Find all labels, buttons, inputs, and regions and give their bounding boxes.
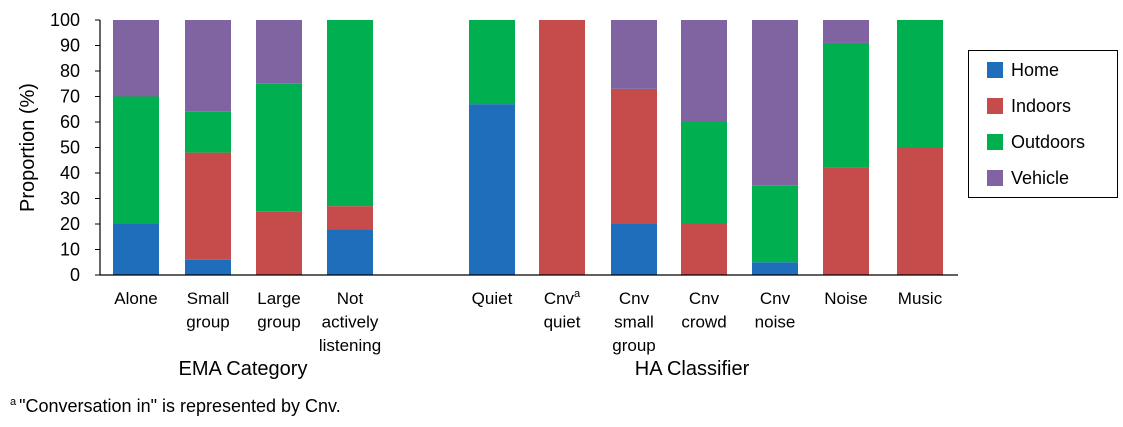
bar-small-group-vehicle bbox=[185, 20, 231, 112]
legend-item-indoors: Indoors bbox=[987, 95, 1071, 117]
bar-large-group-outdoors bbox=[256, 83, 302, 212]
legend-swatch-home bbox=[987, 62, 1003, 78]
x-tick-label-cnv-crowd: Cnv crowd bbox=[681, 289, 726, 332]
legend: Home Indoors Outdoors Vehicle bbox=[968, 50, 1118, 198]
bar-not-actively-listening-home bbox=[327, 229, 373, 275]
group-label-ema-category: EMA Category bbox=[179, 358, 308, 380]
x-tick-label-not-actively-listening: Not actively listening bbox=[319, 289, 381, 355]
bar-small-group-outdoors bbox=[185, 111, 231, 153]
legend-swatch-vehicle bbox=[987, 170, 1003, 186]
bar-alone-vehicle bbox=[113, 20, 159, 97]
y-tick-label-50: 50 bbox=[60, 138, 80, 158]
bar-large-group-indoors bbox=[256, 211, 302, 275]
bar-cnv-noise-home bbox=[752, 262, 798, 275]
x-tick-label-alone: Alone bbox=[114, 289, 157, 308]
bar-alone-outdoors bbox=[113, 96, 159, 224]
x-tick-label-small-group: Small group bbox=[186, 289, 229, 332]
bar-cnv-small-group-vehicle bbox=[611, 20, 657, 89]
bar-noise-indoors bbox=[823, 167, 869, 275]
x-tick-label-music: Music bbox=[898, 289, 943, 308]
y-tick-label-20: 20 bbox=[60, 214, 80, 234]
stacked-bar-chart: Proportion (%) 0 10 20 30 40 50 60 70 80 90 100 Alon… bbox=[17, 10, 958, 380]
x-tick-label-noise: Noise bbox=[824, 289, 867, 308]
bar-small-group-home bbox=[185, 259, 231, 275]
bar-quiet-outdoors bbox=[469, 20, 515, 105]
bar-music-outdoors bbox=[897, 20, 943, 148]
bar-noise-vehicle bbox=[823, 20, 869, 43]
y-tick-label-30: 30 bbox=[60, 189, 80, 209]
bar-cnv-small-group-home bbox=[611, 224, 657, 275]
x-tick-label-cnv-noise: Cnv noise bbox=[755, 289, 796, 332]
bar-cnv-small-group-indoors bbox=[611, 88, 657, 224]
y-tick-label-10: 10 bbox=[60, 240, 80, 260]
bar-small-group-indoors bbox=[185, 152, 231, 260]
y-tick-label-80: 80 bbox=[60, 61, 80, 81]
bar-cnv-quiet-indoors bbox=[539, 20, 585, 275]
y-tick-label-100: 100 bbox=[50, 10, 80, 30]
legend-label-indoors: Indoors bbox=[1011, 95, 1072, 116]
legend-swatch-outdoors bbox=[987, 134, 1003, 150]
bar-cnv-crowd-vehicle bbox=[681, 20, 727, 122]
y-tick-label-90: 90 bbox=[60, 36, 80, 56]
x-tick-label-large-group: Large group bbox=[257, 289, 300, 332]
bar-alone-home bbox=[113, 224, 159, 275]
bar-cnv-noise-outdoors bbox=[752, 185, 798, 263]
y-tick-label-60: 60 bbox=[60, 112, 80, 132]
y-tick-label-70: 70 bbox=[60, 87, 80, 107]
bar-cnv-crowd-outdoors bbox=[681, 122, 727, 224]
legend-item-vehicle: Vehicle bbox=[987, 167, 1069, 189]
y-tick-label-40: 40 bbox=[60, 163, 80, 183]
bar-noise-outdoors bbox=[823, 42, 869, 168]
bar-not-actively-listening-outdoors bbox=[327, 20, 373, 207]
footnote-text: "Conversation in" is represented by Cnv. bbox=[19, 396, 341, 416]
bar-cnv-noise-vehicle bbox=[752, 20, 798, 186]
legend-label-outdoors: Outdoors bbox=[1011, 131, 1086, 152]
legend-item-outdoors: Outdoors bbox=[987, 131, 1085, 153]
x-tick-label-quiet: Quiet bbox=[472, 289, 513, 308]
y-tick-label-0: 0 bbox=[70, 265, 80, 285]
legend-label-home: Home bbox=[1011, 59, 1060, 80]
bar-not-actively-listening-indoors bbox=[327, 206, 373, 230]
y-axis-title: Proportion (%) bbox=[17, 83, 39, 212]
footnote-marker: a bbox=[10, 396, 17, 408]
x-tick-label-cnv-small-group: Cnv small group bbox=[612, 289, 655, 355]
x-tick-label-cnv-quiet: Cnva quiet bbox=[544, 288, 581, 332]
legend-swatch-indoors bbox=[987, 98, 1003, 114]
bar-large-group-vehicle bbox=[256, 20, 302, 84]
group-label-ha-classifier: HA Classifier bbox=[635, 358, 750, 380]
legend-label-vehicle: Vehicle bbox=[1011, 167, 1070, 188]
bar-quiet-home bbox=[469, 104, 515, 276]
bar-music-indoors bbox=[897, 147, 943, 275]
legend-item-home: Home bbox=[987, 59, 1059, 81]
bar-cnv-crowd-indoors bbox=[681, 224, 727, 275]
footnote: a "Conversation in" is represented by Cnv… bbox=[10, 396, 341, 417]
